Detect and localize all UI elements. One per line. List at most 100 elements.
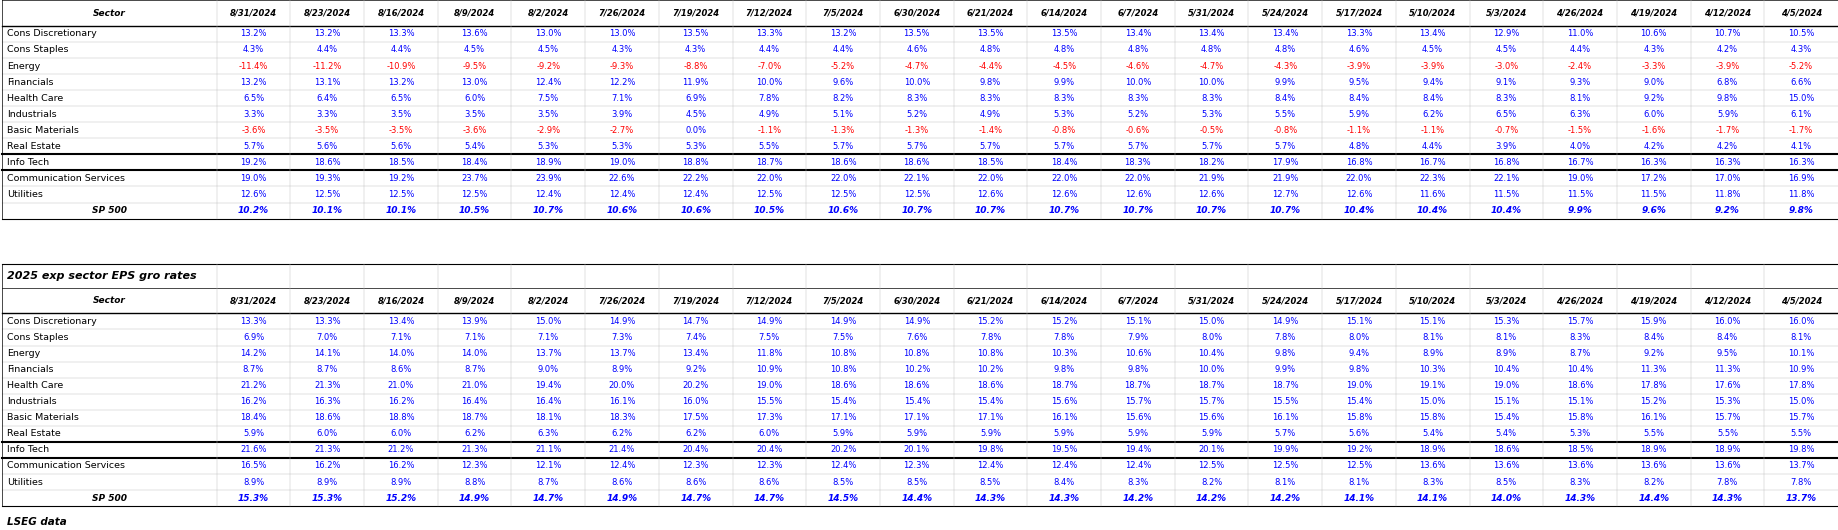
- Text: 5.6%: 5.6%: [390, 142, 412, 151]
- Text: 15.8%: 15.8%: [1345, 413, 1373, 422]
- Text: 14.2%: 14.2%: [1123, 493, 1154, 502]
- Text: 10.3%: 10.3%: [1419, 365, 1447, 374]
- Text: 13.3%: 13.3%: [314, 317, 340, 326]
- Text: 14.1%: 14.1%: [1417, 493, 1448, 502]
- Text: -4.4%: -4.4%: [978, 61, 1002, 70]
- Text: 6.5%: 6.5%: [390, 94, 412, 103]
- Text: 5.3%: 5.3%: [1200, 110, 1222, 119]
- Text: 17.6%: 17.6%: [1715, 381, 1741, 390]
- Text: 8.7%: 8.7%: [463, 365, 485, 374]
- Text: 18.6%: 18.6%: [829, 158, 857, 167]
- Text: 4.5%: 4.5%: [539, 46, 559, 55]
- Text: 14.9%: 14.9%: [904, 317, 930, 326]
- Text: 19.2%: 19.2%: [1345, 445, 1373, 454]
- Text: Basic Materials: Basic Materials: [7, 126, 79, 135]
- Text: 5.5%: 5.5%: [1276, 110, 1296, 119]
- Text: -11.2%: -11.2%: [312, 61, 342, 70]
- Text: 5/10/2024: 5/10/2024: [1410, 296, 1456, 305]
- Text: 8.3%: 8.3%: [1200, 94, 1222, 103]
- Text: 11.5%: 11.5%: [1641, 190, 1667, 199]
- Text: 7.8%: 7.8%: [980, 333, 1002, 342]
- Text: 22.6%: 22.6%: [608, 174, 636, 183]
- Text: 12.6%: 12.6%: [1051, 190, 1077, 199]
- Text: -0.5%: -0.5%: [1200, 126, 1224, 135]
- Text: 13.3%: 13.3%: [755, 29, 783, 38]
- Text: 9.3%: 9.3%: [1570, 77, 1590, 86]
- Text: 6.5%: 6.5%: [1496, 110, 1516, 119]
- Text: 13.7%: 13.7%: [1788, 462, 1814, 471]
- Text: 16.3%: 16.3%: [1641, 158, 1667, 167]
- Text: 11.3%: 11.3%: [1715, 365, 1741, 374]
- Text: -0.8%: -0.8%: [1274, 126, 1298, 135]
- Text: 12.4%: 12.4%: [831, 462, 857, 471]
- Text: 16.2%: 16.2%: [241, 397, 267, 406]
- Text: 18.5%: 18.5%: [388, 158, 414, 167]
- Text: 23.7%: 23.7%: [461, 174, 487, 183]
- Text: 12.3%: 12.3%: [461, 462, 487, 471]
- Text: 18.6%: 18.6%: [829, 381, 857, 390]
- Text: 16.2%: 16.2%: [388, 397, 414, 406]
- Text: 4.3%: 4.3%: [612, 46, 632, 55]
- Text: -10.9%: -10.9%: [386, 61, 415, 70]
- Text: 15.1%: 15.1%: [1492, 397, 1520, 406]
- Text: 4.4%: 4.4%: [1570, 46, 1590, 55]
- Text: 18.8%: 18.8%: [388, 413, 414, 422]
- Text: 12.6%: 12.6%: [1345, 190, 1373, 199]
- Text: 12.4%: 12.4%: [535, 77, 561, 86]
- Text: 12.4%: 12.4%: [1051, 462, 1077, 471]
- Text: 19.0%: 19.0%: [1492, 381, 1520, 390]
- Text: 4.5%: 4.5%: [1496, 46, 1516, 55]
- Text: Real Estate: Real Estate: [7, 142, 61, 151]
- Text: 6/30/2024: 6/30/2024: [893, 8, 941, 17]
- Text: 8.9%: 8.9%: [390, 478, 412, 487]
- Text: 4.8%: 4.8%: [1349, 142, 1369, 151]
- Text: -4.7%: -4.7%: [904, 61, 928, 70]
- Text: 18.7%: 18.7%: [1198, 381, 1224, 390]
- Text: 7.0%: 7.0%: [316, 333, 338, 342]
- Text: 16.3%: 16.3%: [1715, 158, 1741, 167]
- Text: 8.4%: 8.4%: [1717, 333, 1739, 342]
- Text: 13.6%: 13.6%: [461, 29, 487, 38]
- Text: 19.0%: 19.0%: [1566, 174, 1594, 183]
- Text: 18.6%: 18.6%: [978, 381, 1004, 390]
- Text: 20.1%: 20.1%: [1198, 445, 1224, 454]
- Text: 4.5%: 4.5%: [686, 110, 706, 119]
- Text: 15.4%: 15.4%: [904, 397, 930, 406]
- Text: 18.4%: 18.4%: [461, 158, 487, 167]
- Text: -1.3%: -1.3%: [831, 126, 855, 135]
- Text: -3.3%: -3.3%: [1641, 61, 1665, 70]
- Text: 13.3%: 13.3%: [241, 317, 267, 326]
- Text: 8.2%: 8.2%: [833, 94, 853, 103]
- Text: 9.8%: 9.8%: [1717, 94, 1739, 103]
- Text: -7.0%: -7.0%: [757, 61, 781, 70]
- Text: 16.0%: 16.0%: [682, 397, 709, 406]
- Text: -1.1%: -1.1%: [1421, 126, 1445, 135]
- Text: 21.0%: 21.0%: [388, 381, 414, 390]
- Text: 0.0%: 0.0%: [686, 126, 706, 135]
- Text: 4/26/2024: 4/26/2024: [1557, 8, 1603, 17]
- Text: 17.5%: 17.5%: [682, 413, 709, 422]
- Text: 12.3%: 12.3%: [755, 462, 783, 471]
- Text: 14.4%: 14.4%: [1638, 493, 1669, 502]
- Text: 17.1%: 17.1%: [829, 413, 857, 422]
- Text: 7/12/2024: 7/12/2024: [746, 8, 792, 17]
- Text: 19.0%: 19.0%: [608, 158, 636, 167]
- Text: 5.9%: 5.9%: [1053, 429, 1075, 438]
- Text: 19.8%: 19.8%: [1788, 445, 1814, 454]
- Text: 22.3%: 22.3%: [1419, 174, 1447, 183]
- Text: 9.2%: 9.2%: [1643, 349, 1665, 358]
- Text: 7.3%: 7.3%: [612, 333, 632, 342]
- Text: 3.5%: 3.5%: [390, 110, 412, 119]
- Text: 9.2%: 9.2%: [686, 365, 706, 374]
- Text: 7/19/2024: 7/19/2024: [673, 8, 719, 17]
- Text: 13.3%: 13.3%: [1345, 29, 1373, 38]
- Text: 19.0%: 19.0%: [755, 381, 783, 390]
- Text: -1.7%: -1.7%: [1715, 126, 1739, 135]
- Text: 4.4%: 4.4%: [390, 46, 412, 55]
- Text: 4/5/2024: 4/5/2024: [1781, 296, 1821, 305]
- Text: 17.0%: 17.0%: [1715, 174, 1741, 183]
- Text: 5.7%: 5.7%: [906, 142, 928, 151]
- Text: 15.3%: 15.3%: [1492, 317, 1520, 326]
- Text: 7/26/2024: 7/26/2024: [599, 296, 645, 305]
- Text: 6.2%: 6.2%: [612, 429, 632, 438]
